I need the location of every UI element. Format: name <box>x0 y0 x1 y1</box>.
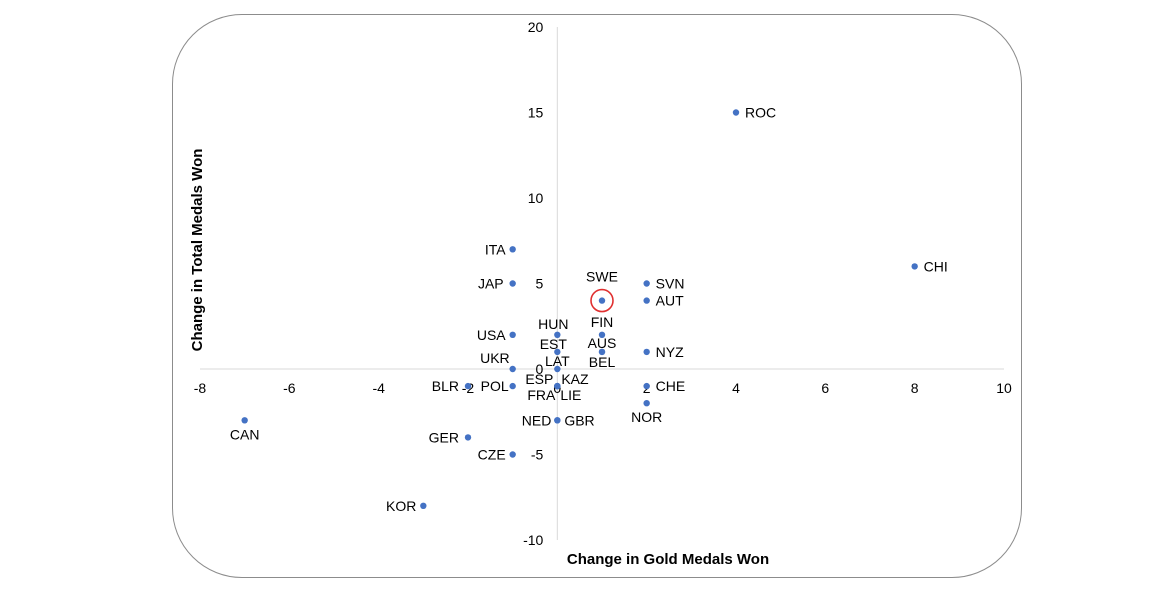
point-label-fra: FRA <box>527 387 556 403</box>
point-label-hun: HUN <box>538 316 568 332</box>
y-tick-label: 15 <box>528 105 544 121</box>
axes <box>200 27 1004 540</box>
data-point-pol <box>509 382 516 390</box>
point-label-cze: CZE <box>478 447 506 463</box>
data-point-kor <box>420 502 427 509</box>
x-tick-label: -8 <box>194 380 207 396</box>
data-point-blr <box>464 382 472 390</box>
data-point-can <box>241 417 248 424</box>
data-point-cze <box>509 451 516 458</box>
point-label-est: EST <box>540 336 568 352</box>
point-label-fin: FIN <box>591 314 614 330</box>
point-label-usa: USA <box>477 327 506 343</box>
point-label-ger: GER <box>429 429 459 445</box>
y-tick-label: 5 <box>536 276 544 292</box>
point-label-chi: CHI <box>924 258 948 274</box>
point-label-ned: NED <box>522 412 552 428</box>
data-point-roc <box>732 109 740 116</box>
point-label-ukr: UKR <box>480 350 510 366</box>
x-tick-label: -4 <box>372 380 385 396</box>
data-point-ger <box>464 434 472 441</box>
x-tick-label: -6 <box>283 380 296 396</box>
data-point-nor <box>643 400 650 407</box>
point-label-nyz: NYZ <box>656 344 684 360</box>
data-point-nyz <box>643 348 650 356</box>
data-point-ita <box>509 246 516 253</box>
point-labels: ROC CHI ITA JAP USA UKR POL CZE BLR GER CAN KOR SWE S… <box>230 105 948 514</box>
point-label-lat: LAT <box>545 353 570 369</box>
x-tick-label: 8 <box>911 380 919 396</box>
point-label-pol: POL <box>481 378 509 394</box>
data-point-gbr <box>554 417 561 424</box>
point-label-swe: SWE <box>586 269 618 285</box>
point-label-can: CAN <box>230 426 260 442</box>
point-label-svn: SVN <box>656 276 685 292</box>
data-point-ukr <box>509 365 516 373</box>
y-tick-label: 0 <box>536 361 544 377</box>
data-point-chi <box>911 263 918 270</box>
point-label-esp: ESP <box>525 371 553 387</box>
point-label-kor: KOR <box>386 498 416 514</box>
y-tick-label: 10 <box>528 190 544 206</box>
data-point-che <box>643 382 650 390</box>
data-point-aut <box>643 297 650 304</box>
y-tick-label: -5 <box>531 447 544 463</box>
x-tick-label: 6 <box>821 380 829 396</box>
point-label-bel: BEL <box>589 354 616 370</box>
highlight-ring-swe <box>590 288 614 313</box>
y-tick-label: -10 <box>523 532 543 548</box>
point-label-aut: AUT <box>656 293 684 309</box>
y-tick-label: 20 <box>528 19 544 35</box>
data-point-lie <box>554 382 561 390</box>
chart-frame <box>172 14 1022 578</box>
x-tick-label: 10 <box>996 380 1012 396</box>
data-point-fin <box>598 331 606 338</box>
point-label-che: CHE <box>656 378 686 394</box>
x-tick-label: 4 <box>732 380 740 396</box>
data-point-est <box>554 348 561 356</box>
y-axis-title: Change in Total Medals Won <box>189 149 206 352</box>
data-points <box>241 109 918 509</box>
point-label-ita: ITA <box>485 241 506 257</box>
data-point-swe <box>598 297 606 304</box>
point-label-roc: ROC <box>745 105 776 121</box>
data-point-svn <box>643 280 650 287</box>
data-point-usa <box>509 331 516 338</box>
data-point-jap <box>509 280 516 287</box>
point-label-gbr: GBR <box>564 412 594 428</box>
point-label-lie: LIE <box>560 387 581 403</box>
point-label-nor: NOR <box>631 409 662 425</box>
data-point-bel <box>598 348 606 356</box>
data-point-hun <box>554 331 561 338</box>
point-label-aus: AUS <box>588 335 617 351</box>
point-label-kaz: KAZ <box>561 371 589 387</box>
point-label-blr: BLR <box>432 378 459 394</box>
x-axis-title: Change in Gold Medals Won <box>567 551 769 568</box>
point-label-jap: JAP <box>478 276 504 292</box>
data-point-lat <box>554 365 561 373</box>
